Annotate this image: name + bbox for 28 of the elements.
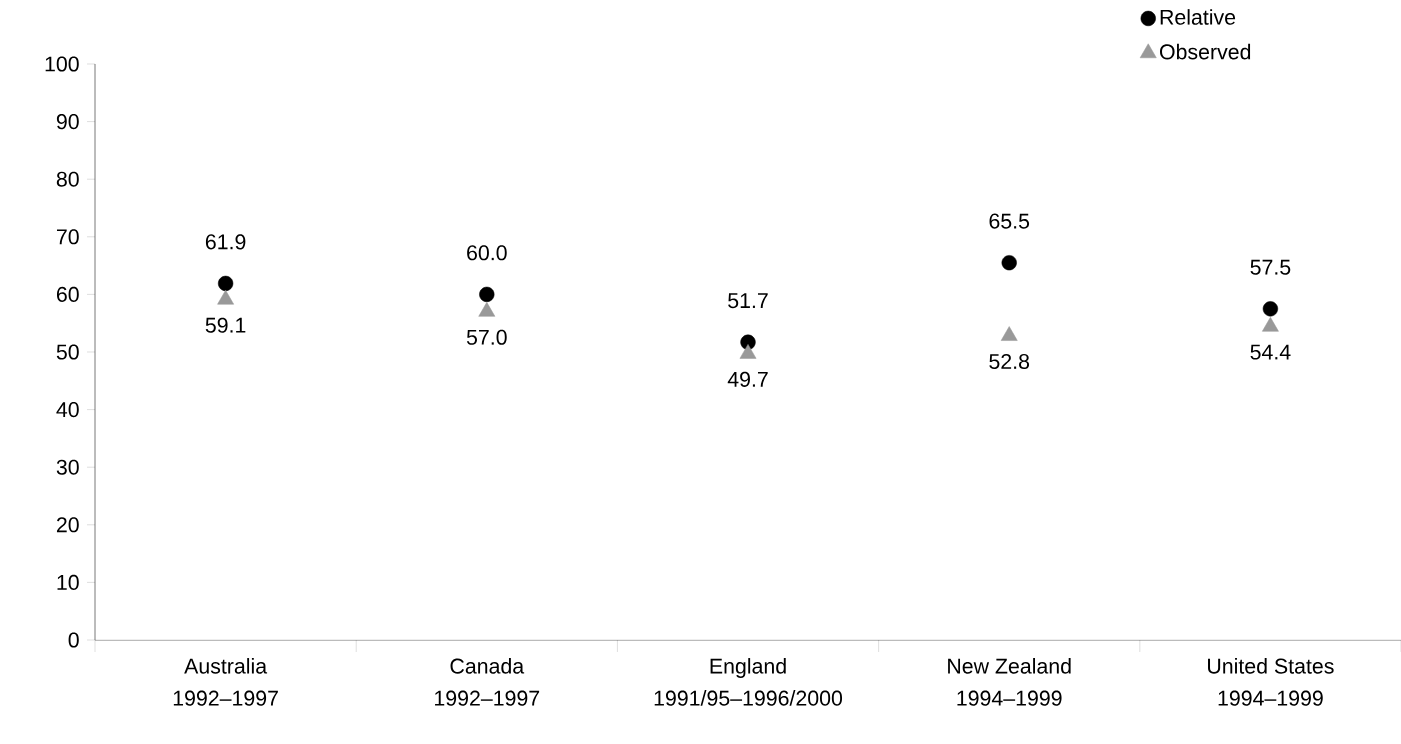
x-tick-label: Canada 1992–1997 — [435, 658, 540, 706]
y-tick-label: 100 — [45, 56, 79, 72]
data-label: 59.1 — [205, 317, 246, 333]
data-label: 65.5 — [989, 213, 1030, 229]
y-tick-label: 30 — [56, 459, 79, 475]
y-tick-label: 90 — [56, 114, 79, 130]
y-tick-label: 0 — [68, 632, 79, 648]
data-label: 49.7 — [727, 371, 768, 387]
x-tick-label: Australia 1992–1997 — [173, 658, 278, 706]
data-label: 54.4 — [1250, 344, 1291, 360]
y-tick-label: 50 — [56, 344, 79, 360]
legend-label: Observed — [1159, 43, 1251, 60]
data-label: 51.7 — [728, 293, 768, 309]
x-tick-label: New Zealand 1994–1999 — [948, 658, 1071, 706]
y-tick-label: 70 — [56, 229, 79, 245]
data-label: 52.8 — [989, 353, 1030, 370]
x-tick-label: United States 1994–1999 — [1208, 658, 1334, 706]
y-tick-label: 40 — [56, 402, 79, 418]
y-tick-label: 80 — [56, 171, 79, 187]
data-label: 57.5 — [1250, 259, 1291, 275]
y-tick-label: 20 — [56, 517, 79, 533]
data-label: 60.0 — [467, 245, 507, 261]
data-label: 61.9 — [205, 234, 246, 250]
x-tick-label: England 1991/95–1996/2000 — [654, 658, 843, 706]
data-label: 57.0 — [466, 329, 507, 345]
y-tick-label: 10 — [57, 574, 79, 590]
legend-label: Relative — [1160, 9, 1236, 25]
y-tick-label: 60 — [56, 286, 79, 302]
